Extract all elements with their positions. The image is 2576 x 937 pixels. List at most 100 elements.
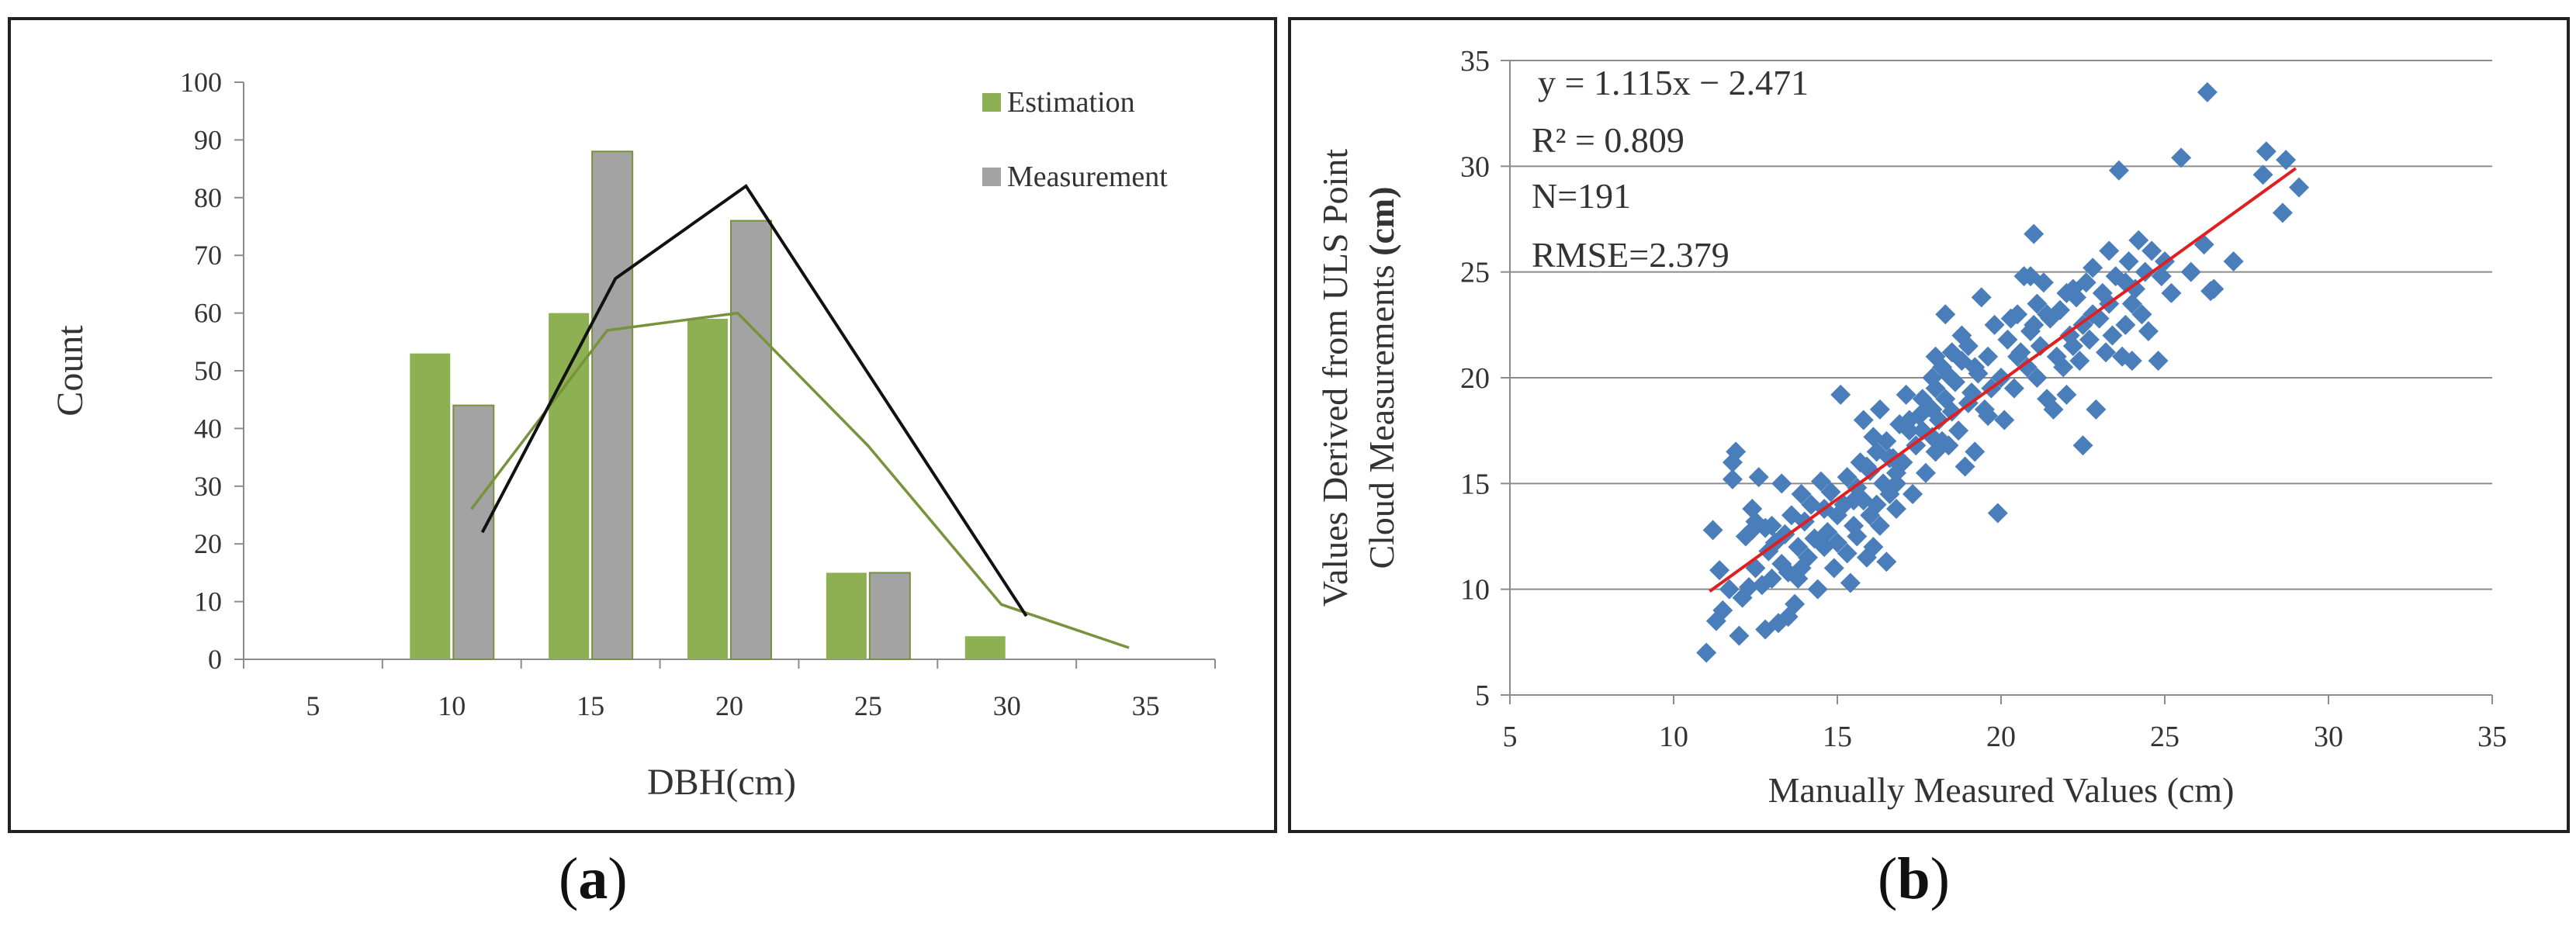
- data-point: [2083, 258, 2103, 278]
- data-point: [1810, 471, 1831, 492]
- data-point: [2138, 321, 2159, 342]
- data-point: [1850, 452, 1871, 473]
- data-point: [2049, 299, 2070, 320]
- y-tick-label: 70: [194, 240, 222, 271]
- data-point: [1965, 357, 1986, 378]
- legend-swatch-estimation: [982, 93, 1001, 112]
- data-point: [1885, 499, 1906, 520]
- data-point: [1869, 515, 1890, 536]
- data-point: [1761, 569, 1782, 590]
- data-point: [1978, 406, 1999, 427]
- annotation-2: N=191: [1532, 176, 1631, 216]
- data-point: [2062, 278, 2083, 299]
- data-point: [1719, 579, 1740, 600]
- data-point: [1978, 346, 1999, 367]
- data-point: [2197, 81, 2218, 102]
- data-point: [1788, 537, 1809, 558]
- data-point: [1965, 441, 1986, 462]
- data-point: [2223, 251, 2244, 272]
- y-tick-label: 10: [194, 586, 222, 617]
- annotation-3: RMSE=2.379: [1532, 235, 1729, 275]
- data-point: [2024, 223, 2045, 244]
- data-point: [2252, 164, 2273, 185]
- y-tick-label: 80: [194, 182, 222, 213]
- bar-measurement-25: [868, 572, 911, 661]
- x-tick-label: 10: [1659, 721, 1688, 753]
- data-point: [2112, 346, 2133, 367]
- data-point: [2102, 325, 2123, 346]
- data-point: [1899, 420, 1920, 441]
- data-point: [2056, 384, 2077, 405]
- data-point: [2072, 435, 2093, 456]
- data-point: [2118, 251, 2139, 272]
- y-axis-title-unit: (cm): [1362, 186, 1401, 255]
- data-point: [1987, 503, 2008, 524]
- data-point: [1925, 346, 1946, 367]
- data-point: [1722, 469, 1743, 489]
- data-point: [1955, 456, 1975, 477]
- x-tick-label: 10: [438, 690, 466, 721]
- data-point: [2003, 378, 2024, 399]
- data-point: [1702, 520, 1723, 541]
- data-point: [1866, 494, 1887, 515]
- data-point: [2030, 336, 2051, 357]
- data-point: [2099, 240, 2120, 261]
- data-point: [1984, 314, 2005, 335]
- bar-estimation-20: [687, 319, 728, 659]
- y-axis-title-text: Cloud Measurements: [1362, 256, 1401, 569]
- y-tick-label: 30: [1460, 150, 1490, 183]
- data-point: [1925, 378, 1946, 399]
- x-tick-label: 25: [2150, 721, 2180, 753]
- data-point: [2020, 266, 2041, 287]
- data-point: [1837, 543, 1858, 564]
- bar-estimation-10: [410, 353, 451, 659]
- x-tick-label: 15: [1823, 721, 1852, 753]
- data-point: [2272, 202, 2293, 223]
- legend-swatch-measurement: [982, 168, 1001, 186]
- bar-measurement-20: [730, 220, 772, 660]
- data-point: [1823, 558, 1844, 579]
- data-point: [2128, 230, 2149, 251]
- y-axis-title: Count: [50, 325, 91, 417]
- data-point: [1866, 441, 1887, 462]
- y-axis-title-line2: Cloud Measurements (cm): [1362, 186, 1401, 569]
- legend-label-measurement: Measurement: [1007, 161, 1168, 193]
- data-point: [1761, 515, 1782, 536]
- panel-a: 0 10 20 30 40 50 60 70 80 90 100 5 10 15 20 25 30 35 Estim…: [8, 17, 1277, 833]
- data-point: [2289, 177, 2310, 198]
- data-point: [1768, 613, 1789, 634]
- data-point: [1844, 490, 1864, 511]
- annotation-0: y = 1.115x − 2.471: [1538, 63, 1809, 102]
- y-tick-label: 0: [208, 644, 222, 675]
- data-point: [1909, 406, 1930, 427]
- x-tick-label: 30: [2314, 721, 2343, 753]
- x-tick-label: 35: [2477, 721, 2507, 753]
- legend-label-estimation: Estimation: [1007, 86, 1135, 119]
- caption-b: (b): [1878, 846, 1950, 911]
- data-point: [1837, 467, 1858, 488]
- data-point: [1709, 560, 1730, 581]
- y-tick-label: 15: [1460, 468, 1490, 500]
- data-point: [1696, 642, 1717, 663]
- data-point: [2276, 150, 2297, 171]
- data-point: [1785, 593, 1806, 614]
- bar-estimation-25: [826, 572, 867, 659]
- x-tick-label: 20: [715, 690, 743, 721]
- data-point: [1771, 473, 1792, 494]
- data-point: [2007, 346, 2028, 367]
- y-tick-label: 10: [1460, 574, 1490, 607]
- histogram-chart: 0 10 20 30 40 50 60 70 80 90 100 5 10 15 20 25 30 35 Estim…: [50, 67, 1216, 803]
- data-point: [1876, 551, 1897, 572]
- data-point: [1941, 401, 1962, 422]
- data-point: [1885, 473, 1906, 494]
- data-point: [2193, 234, 2214, 255]
- y-axis-title-line1: Values Derived from ULS Point: [1315, 149, 1355, 607]
- data-point: [2033, 272, 2054, 293]
- data-point: [1745, 558, 1766, 579]
- data-point: [2148, 351, 2169, 372]
- data-point: [1791, 483, 1812, 504]
- data-point: [2069, 351, 2090, 372]
- data-point: [1869, 399, 1890, 420]
- x-tick-label: 15: [576, 690, 604, 721]
- data-point: [1840, 572, 1861, 593]
